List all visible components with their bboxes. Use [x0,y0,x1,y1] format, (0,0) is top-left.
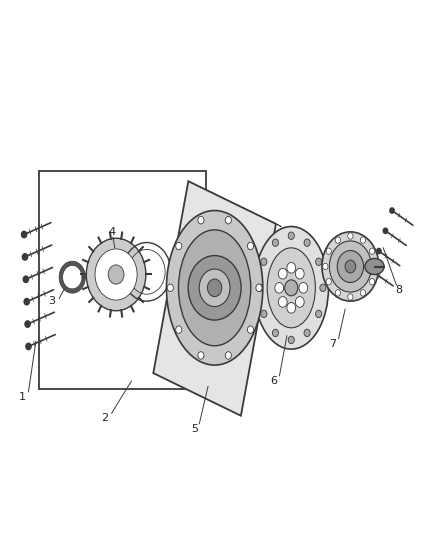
Circle shape [348,233,353,239]
Text: 7: 7 [329,339,336,349]
Circle shape [322,232,379,301]
Circle shape [288,232,294,239]
Circle shape [304,239,310,246]
Circle shape [370,279,375,285]
Circle shape [295,297,304,308]
Circle shape [320,284,326,292]
Circle shape [225,216,231,224]
Ellipse shape [179,230,251,346]
Circle shape [335,290,340,296]
Circle shape [95,249,137,300]
Circle shape [285,280,298,296]
Ellipse shape [365,259,384,274]
Circle shape [198,216,204,224]
Polygon shape [59,261,85,293]
Circle shape [261,258,267,265]
Circle shape [299,282,307,293]
Circle shape [316,310,322,318]
Circle shape [198,352,204,359]
Circle shape [208,279,222,296]
Text: 3: 3 [48,296,55,306]
Circle shape [304,329,310,337]
Bar [39,171,206,389]
Circle shape [329,241,371,292]
Circle shape [377,248,381,254]
Ellipse shape [166,211,263,365]
Circle shape [348,294,353,300]
Circle shape [261,310,267,318]
Circle shape [272,239,279,246]
Circle shape [247,326,254,333]
Circle shape [326,279,331,285]
Circle shape [22,254,28,260]
Circle shape [279,268,287,279]
Circle shape [337,251,364,282]
Circle shape [25,321,30,327]
Circle shape [288,336,294,344]
Text: 4: 4 [108,227,115,237]
Circle shape [345,260,356,273]
Polygon shape [188,181,281,227]
Circle shape [188,255,241,320]
Text: 5: 5 [191,424,198,434]
Circle shape [295,268,304,279]
Text: 8: 8 [395,286,402,295]
Circle shape [23,276,28,282]
Circle shape [323,263,328,270]
Circle shape [390,208,394,213]
Circle shape [272,329,279,337]
Circle shape [256,284,262,292]
Circle shape [86,238,146,311]
Circle shape [316,258,322,265]
Circle shape [275,282,284,293]
Circle shape [360,237,366,243]
Circle shape [176,243,182,250]
Circle shape [21,231,27,238]
Circle shape [167,284,173,292]
Circle shape [287,263,296,273]
Circle shape [335,237,340,243]
Circle shape [383,228,388,233]
Circle shape [26,343,31,350]
Circle shape [360,290,366,296]
Ellipse shape [254,227,328,349]
Ellipse shape [267,248,315,328]
Circle shape [326,248,331,254]
Circle shape [24,298,29,305]
Circle shape [287,302,296,313]
Circle shape [373,263,378,270]
Circle shape [370,248,375,254]
Polygon shape [153,181,276,416]
Circle shape [247,243,254,250]
Circle shape [108,265,124,284]
Circle shape [257,284,263,292]
Text: 1: 1 [19,392,26,402]
Text: 6: 6 [270,376,277,386]
Circle shape [176,326,182,333]
Text: 2: 2 [102,414,109,423]
Circle shape [225,352,231,359]
Circle shape [279,297,287,308]
Circle shape [199,269,230,306]
Circle shape [370,269,374,274]
